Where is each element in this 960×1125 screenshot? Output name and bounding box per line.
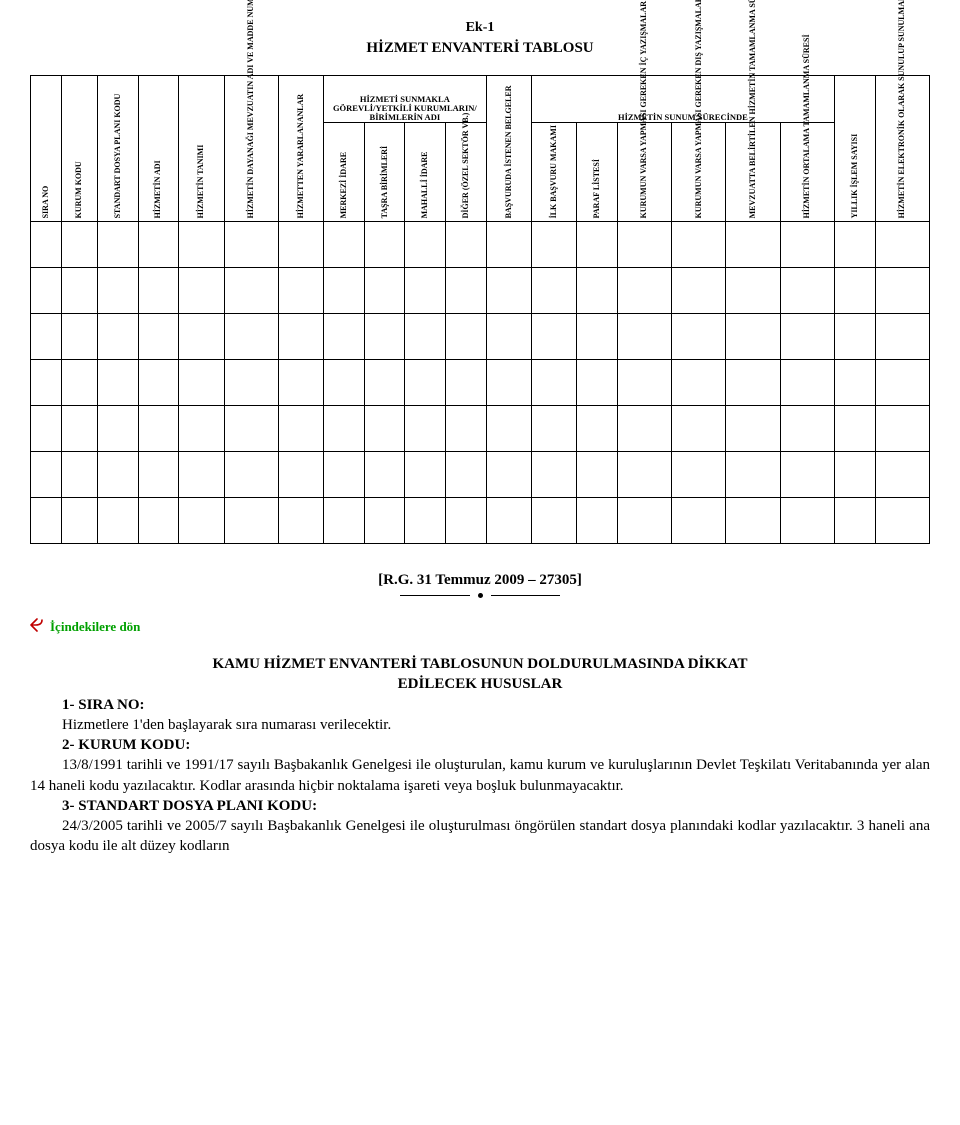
col-dosya-plani: STANDART DOSYA PLANI KODU bbox=[114, 93, 122, 218]
col-ic-yazisma: KURUMUN VARSA YAPMASI GEREKEN İÇ YAZIŞMA… bbox=[640, 1, 648, 218]
divider-icon bbox=[400, 593, 560, 598]
col-tasra: TAŞRA BİRİMLERİ bbox=[380, 145, 388, 218]
col-mahalli: MAHALLİ İDARE bbox=[421, 151, 429, 218]
col-ortalama-sure: HİZMETİN ORTALAMA TAMAMLANMA SÜRESİ bbox=[803, 34, 811, 218]
document-body: KAMU HİZMET ENVANTERİ TABLOSUNUN DOLDURU… bbox=[30, 654, 930, 857]
col-merkezi-idare: MERKEZİ İDARE bbox=[340, 152, 348, 218]
col-ilk-basvuru: İLK BAŞVURU MAKAMI bbox=[550, 125, 558, 218]
doc-title-2: EDİLECEK HUSUSLAR bbox=[30, 674, 930, 694]
table-row bbox=[31, 268, 930, 314]
col-yillik-islem: YILLIK İŞLEM SAYISI bbox=[851, 133, 859, 218]
table-row bbox=[31, 406, 930, 452]
col-belgeler: BAŞVURUDA İSTENEN BELGELER bbox=[505, 85, 513, 218]
annex-label: Ek-1 bbox=[30, 20, 930, 36]
group-header-process: HİZMETİN SUNUM SÜRECİNDE bbox=[531, 76, 834, 123]
inventory-table: SIRA NO KURUM KODU STANDART DOSYA PLANI … bbox=[30, 75, 930, 544]
back-arrow-icon bbox=[30, 618, 44, 636]
back-to-contents-link[interactable]: İçindekilere dön bbox=[30, 618, 140, 636]
col-paraf: PARAF LİSTESİ bbox=[593, 159, 601, 218]
col-kurum-kodu: KURUM KODU bbox=[75, 161, 83, 218]
table-row bbox=[31, 452, 930, 498]
table-row bbox=[31, 498, 930, 544]
col-diger: DİĞER (ÖZEL SEKTÖR VB.) bbox=[462, 112, 470, 218]
col-mevzuat-sure: MEVZUATTA BELİRTİLEN HİZMETİN TAMAMLANMA… bbox=[749, 0, 757, 218]
section-2-text: 13/8/1991 tarihli ve 1991/17 sayılı Başb… bbox=[30, 755, 930, 796]
table-title: HİZMET ENVANTERİ TABLOSU bbox=[30, 40, 930, 57]
section-3-text: 24/3/2005 tarihli ve 2005/7 sayılı Başba… bbox=[30, 816, 930, 857]
back-link-label: İçindekilere dön bbox=[50, 619, 140, 635]
gazette-citation: [R.G. 31 Temmuz 2009 – 27305] bbox=[30, 572, 930, 589]
col-dayanak: HİZMETİN DAYANAĞI MEVZUATIN ADI VE MADDE… bbox=[247, 0, 255, 218]
col-sira-no: SIRA NO bbox=[42, 185, 50, 218]
col-hizmet-tanimi: HİZMETİN TANIMI bbox=[197, 144, 205, 218]
section-1-heading: 1- SIRA NO: bbox=[62, 697, 145, 713]
table-row bbox=[31, 222, 930, 268]
section-2-heading: 2- KURUM KODU: bbox=[62, 737, 190, 753]
section-1-text: Hizmetlere 1'den başlayarak sıra numaras… bbox=[30, 715, 930, 735]
section-3-heading: 3- STANDART DOSYA PLANI KODU: bbox=[62, 798, 317, 814]
table-row bbox=[31, 360, 930, 406]
col-hizmet-adi: HİZMETİN ADI bbox=[154, 160, 162, 218]
table-row bbox=[31, 314, 930, 360]
col-elektronik: HİZMETİN ELEKTRONİK OLARAK SUNULUP SUNUL… bbox=[898, 0, 906, 218]
col-dis-yazisma: KURUMUN VARSA YAPMASI GEREKEN DIŞ YAZIŞM… bbox=[695, 0, 703, 218]
doc-title-1: KAMU HİZMET ENVANTERİ TABLOSUNUN DOLDURU… bbox=[30, 654, 930, 674]
col-yararlananlar: HİZMETTEN YARARLANANLAR bbox=[297, 93, 305, 218]
